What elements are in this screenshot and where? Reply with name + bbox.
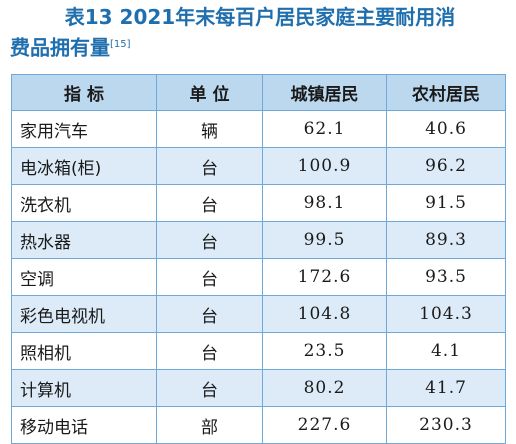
rural-value-cell: 41.7 xyxy=(386,369,506,407)
unit-cell: 辆 xyxy=(156,110,263,148)
footnote-reference: [15] xyxy=(110,39,131,50)
rural-value-cell: 40.6 xyxy=(386,110,506,148)
item-name-cell: 洗衣机 xyxy=(11,184,157,222)
rural-value-cell: 230.3 xyxy=(386,406,506,444)
urban-value-cell: 80.2 xyxy=(262,369,387,407)
rural-value-cell: 93.5 xyxy=(386,258,506,296)
rural-value-cell: 104.3 xyxy=(386,295,506,333)
rural-value-cell: 89.3 xyxy=(386,221,506,259)
urban-value-cell: 23.5 xyxy=(262,332,387,370)
rural-value-cell: 91.5 xyxy=(386,184,506,222)
unit-cell: 台 xyxy=(156,221,263,259)
unit-cell: 部 xyxy=(156,406,263,444)
table-row: 热水器台 99.5 89.3 xyxy=(11,221,506,259)
table-row: 照相机台 23.5 4.1 xyxy=(11,332,506,370)
item-name-cell: 移动电话 xyxy=(11,406,157,444)
table-header-row: 指 标 单 位 城镇居民 农村居民 xyxy=(11,74,506,111)
rural-value-cell: 4.1 xyxy=(386,332,506,370)
item-name-cell: 计算机 xyxy=(11,369,157,407)
unit-cell: 台 xyxy=(156,184,263,222)
table-row: 移动电话部 227.6 230.3 xyxy=(11,406,506,444)
unit-cell: 台 xyxy=(156,147,263,185)
table-row: 洗衣机台 98.1 91.5 xyxy=(11,184,506,222)
unit-cell: 台 xyxy=(156,332,263,370)
urban-value-cell: 227.6 xyxy=(262,406,387,444)
table-row: 空调台 172.6 93.5 xyxy=(11,258,506,296)
item-name-cell: 空调 xyxy=(11,258,157,296)
header-unit: 单 位 xyxy=(156,74,263,111)
item-name-cell: 彩色电视机 xyxy=(11,295,157,333)
item-name-cell: 家用汽车 xyxy=(11,110,157,148)
header-rural: 农村居民 xyxy=(386,74,506,111)
item-name-cell: 电冰箱(柜) xyxy=(11,147,157,185)
table-title-line2: 费品拥有量[15] xyxy=(10,31,131,62)
urban-value-cell: 104.8 xyxy=(262,295,387,333)
unit-cell: 台 xyxy=(156,295,263,333)
header-indicator: 指 标 xyxy=(11,74,157,111)
unit-cell: 台 xyxy=(156,258,263,296)
urban-value-cell: 98.1 xyxy=(262,184,387,222)
urban-value-cell: 99.5 xyxy=(262,221,387,259)
table-title-line2-text: 费品拥有量 xyxy=(10,35,110,60)
table-row: 彩色电视机台 104.8 104.3 xyxy=(11,295,506,333)
rural-value-cell: 96.2 xyxy=(386,147,506,185)
urban-value-cell: 62.1 xyxy=(262,110,387,148)
header-urban: 城镇居民 xyxy=(262,74,387,111)
urban-value-cell: 172.6 xyxy=(262,258,387,296)
table-title-line1: 表13 2021年末每百户居民家庭主要耐用消 xyxy=(64,5,456,29)
unit-cell: 台 xyxy=(156,369,263,407)
durable-goods-table: 指 标 单 位 城镇居民 农村居民 家用汽车辆 62.1 40.6 电冰箱(柜) 台 10… xyxy=(11,74,506,444)
table-row: 家用汽车辆 62.1 40.6 xyxy=(11,110,506,148)
item-name-cell: 热水器 xyxy=(11,221,157,259)
item-name-cell: 照相机 xyxy=(11,332,157,370)
table-row: 电冰箱(柜) 台 100.9 96.2 xyxy=(11,147,506,185)
table-row: 计算机台 80.2 41.7 xyxy=(11,369,506,407)
urban-value-cell: 100.9 xyxy=(262,147,387,185)
